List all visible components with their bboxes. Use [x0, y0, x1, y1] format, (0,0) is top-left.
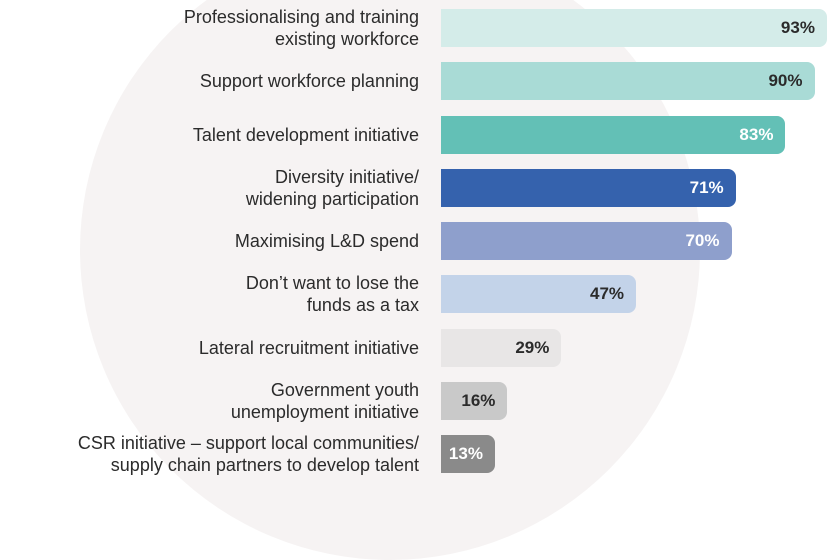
category-label: Maximising L&D spend: [234, 231, 419, 251]
value-label: 93%: [780, 18, 815, 37]
category-label: Talent development initiative: [192, 124, 419, 145]
value-label: 90%: [768, 71, 803, 91]
bar: 93%: [441, 9, 827, 47]
bar: 16%: [441, 381, 508, 420]
category-label: Diversity initiative/ widening participa…: [245, 166, 419, 209]
value-label: 13%: [448, 444, 483, 463]
bar: 29%: [441, 328, 562, 367]
category-label: CSR initiative – support local communiti…: [77, 433, 419, 475]
bar: 90%: [441, 62, 815, 101]
category-label: Support workforce planning: [199, 71, 419, 92]
value-label: 29%: [515, 337, 550, 357]
bar: 71%: [441, 168, 736, 207]
value-label: 70%: [685, 231, 720, 250]
value-label: 47%: [590, 284, 625, 304]
category-label: Don’t want to lose the funds as a tax: [245, 273, 419, 316]
value-label: 83%: [739, 124, 774, 144]
bar: 13%: [441, 435, 495, 473]
bar: 83%: [441, 115, 786, 154]
category-label: Government youth unemployment initiative: [230, 379, 419, 422]
category-label: Lateral recruitment initiative: [198, 337, 419, 358]
value-label: 71%: [689, 177, 724, 197]
bar: 70%: [441, 222, 732, 260]
value-label: 16%: [461, 390, 496, 410]
horizontal-bar-chart: Professionalising and training existing …: [77, 7, 827, 475]
category-label: Professionalising and training existing …: [183, 7, 419, 49]
bar: 47%: [441, 275, 637, 314]
